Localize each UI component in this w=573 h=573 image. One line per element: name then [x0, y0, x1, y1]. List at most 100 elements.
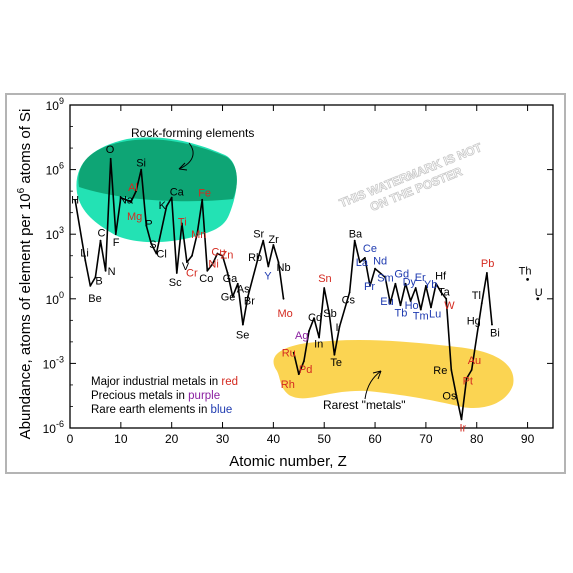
- data-point: [104, 269, 107, 272]
- data-point: [455, 394, 458, 397]
- element-label-tb: Tb: [395, 307, 408, 319]
- data-point: [221, 254, 224, 257]
- data-point: [125, 198, 127, 201]
- data-point: [196, 233, 199, 236]
- element-label-v: V: [182, 261, 190, 273]
- element-label-h: H: [71, 195, 79, 207]
- x-tick-label: 90: [521, 432, 535, 446]
- legend-entry: Major industrial metals in red: [91, 376, 238, 388]
- element-label-cl: Cl: [156, 249, 166, 261]
- data-point: [394, 282, 397, 285]
- element-label-w: W: [444, 300, 455, 312]
- data-point: [338, 325, 341, 328]
- data-point: [135, 190, 137, 193]
- element-label-hg: Hg: [467, 315, 481, 327]
- data-point: [470, 368, 473, 371]
- element-label-br: Br: [244, 296, 255, 308]
- element-label-s: S: [149, 239, 156, 251]
- y-tick-label: 100: [46, 290, 64, 307]
- data-point: [191, 254, 193, 257]
- legend-entry: Precious metals in purple: [91, 390, 220, 402]
- data-point: [308, 330, 310, 332]
- data-point: [333, 353, 336, 356]
- data-point: [486, 272, 488, 274]
- rarest-metals-arrow: [364, 370, 382, 400]
- data-point: [363, 256, 366, 259]
- data-point: [526, 278, 529, 281]
- data-point: [74, 198, 76, 201]
- legend-entry: Rare earth elements in blue: [91, 404, 232, 416]
- element-label-ir: Ir: [460, 422, 467, 434]
- element-label-sb: Sb: [323, 308, 336, 320]
- element-label-se: Se: [236, 330, 249, 342]
- data-point: [216, 252, 219, 255]
- x-tick-label: 40: [267, 432, 281, 446]
- data-point: [313, 317, 315, 320]
- data-point: [89, 284, 92, 287]
- data-point: [292, 351, 295, 354]
- element-label-sr: Sr: [253, 229, 264, 241]
- y-tick-label: 10-3: [43, 354, 64, 371]
- element-label-tl: Tl: [472, 290, 481, 302]
- data-point: [272, 244, 275, 246]
- element-label-dy: Dy: [403, 277, 417, 289]
- element-label-k: K: [159, 200, 167, 212]
- element-label-ho: Ho: [405, 300, 419, 312]
- data-point: [155, 252, 158, 255]
- element-label-al: Al: [128, 182, 138, 194]
- element-label-te: Te: [330, 357, 342, 369]
- element-label-f: F: [113, 237, 120, 249]
- data-point: [409, 300, 412, 302]
- element-label-be: Be: [88, 293, 101, 305]
- data-point: [175, 272, 178, 274]
- data-point: [404, 282, 407, 285]
- element-label-eu: Eu: [380, 296, 393, 308]
- element-label-ni: Ni: [208, 258, 218, 270]
- data-point: [211, 263, 214, 266]
- element-label-lu: Lu: [429, 308, 441, 320]
- rock-forming-label: Rock-forming elements: [131, 126, 254, 140]
- element-label-ga: Ga: [223, 273, 239, 285]
- element-label-co: Co: [199, 273, 213, 285]
- data-point: [450, 368, 453, 371]
- data-point: [145, 224, 148, 227]
- rock-forming-arrowhead: [178, 162, 188, 171]
- element-label-si: Si: [136, 158, 146, 170]
- element-label-hf: Hf: [435, 271, 447, 283]
- data-point: [226, 272, 229, 274]
- data-point: [236, 282, 239, 285]
- element-label-fe: Fe: [198, 188, 211, 200]
- data-point: [318, 336, 321, 339]
- element-label-ba: Ba: [349, 229, 363, 241]
- rock-forming-region-core: [78, 139, 237, 202]
- element-label-au: Au: [468, 355, 481, 367]
- y-tick-label: 106: [46, 161, 64, 178]
- element-label-ca: Ca: [170, 187, 185, 199]
- x-tick-label: 20: [165, 432, 179, 446]
- data-point: [119, 196, 122, 199]
- data-point: [206, 269, 209, 272]
- rarest-metals-label: Rarest "metals": [323, 398, 406, 412]
- element-label-os: Os: [442, 391, 457, 403]
- element-label-nb: Nb: [277, 262, 291, 274]
- data-point: [257, 256, 260, 259]
- data-point: [323, 287, 326, 289]
- data-point: [389, 302, 392, 305]
- data-point: [414, 287, 417, 289]
- element-label-nd: Nd: [373, 256, 387, 268]
- x-tick-label: 60: [368, 432, 382, 446]
- data-point: [262, 239, 265, 242]
- x-tick-label: 80: [470, 432, 484, 446]
- data-point: [435, 282, 437, 285]
- element-label-ce: Ce: [363, 243, 377, 255]
- element-label-n: N: [108, 266, 116, 278]
- abundance-chart: 0 10 20 30 40 50 60 70 80 9010-610-3100103106109 …: [16, 96, 554, 470]
- chart-frame: 0 10 20 30 40 50 60 70 80 90 10-6 10-3 100 103 106 109 …: [5, 93, 566, 474]
- data-point: [150, 242, 153, 245]
- data-point: [130, 201, 132, 203]
- element-label-sm: Sm: [377, 272, 394, 284]
- rarest-metals-region: [273, 340, 514, 409]
- element-label-na: Na: [119, 195, 134, 207]
- element-label-b: B: [95, 275, 102, 287]
- data-point: [358, 261, 361, 264]
